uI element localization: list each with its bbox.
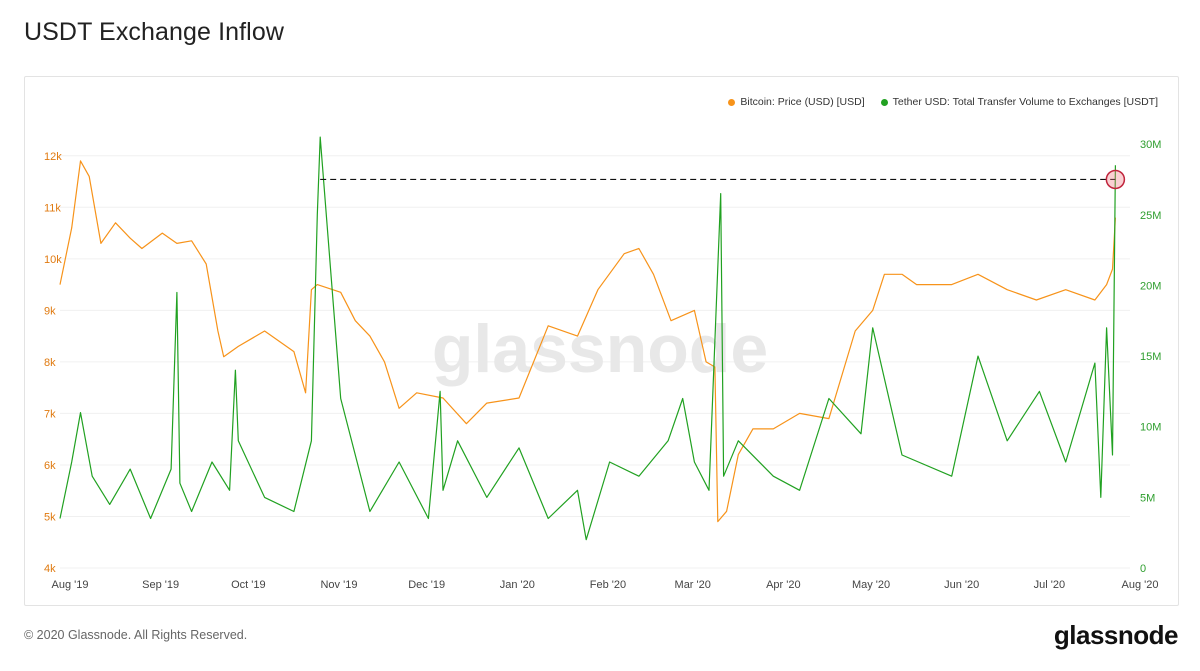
x-tick-label: Oct '19 xyxy=(231,579,266,591)
legend-item-usdt-volume[interactable]: Tether USD: Total Transfer Volume to Exc… xyxy=(880,96,1158,108)
y-left-tick-label: 11k xyxy=(44,202,61,214)
x-tick-label: Apr '20 xyxy=(766,579,801,591)
y-axis-right: 0 5M 10M 15M 20M 25M 30M xyxy=(1140,139,1161,575)
highlight-circle-marker xyxy=(1105,169,1126,190)
x-tick-label: May '20 xyxy=(852,579,890,591)
x-tick-label: Feb '20 xyxy=(590,579,626,591)
series-line-usdt-volume xyxy=(59,136,1116,541)
x-tick-label: Jan '20 xyxy=(500,579,535,591)
y-left-tick-label: 8k xyxy=(44,357,56,369)
chart-legend[interactable]: Bitcoin: Price (USD) [USD] Tether USD: T… xyxy=(728,96,1158,108)
y-right-tick-label: 15M xyxy=(1140,351,1161,363)
copyright-text: © 2020 Glassnode. All Rights Reserved. xyxy=(24,628,248,642)
y-left-tick-label: 6k xyxy=(44,460,56,472)
series-line-btc-price xyxy=(59,160,1116,523)
annotation-group xyxy=(320,169,1126,190)
x-axis: Aug '19 Sep '19 Oct '19 Nov '19 Dec '19 Jan '… xyxy=(52,579,1159,591)
y-left-tick-label: 5k xyxy=(44,511,56,523)
y-right-tick-label: 0 xyxy=(1140,563,1146,575)
glassnode-logo[interactable]: glassnode xyxy=(1053,620,1179,650)
y-axis-left: 4k 5k 6k 7k 8k 9k 10k 11k 12k xyxy=(44,151,62,575)
chart-panel xyxy=(24,76,1179,606)
x-tick-label: Jun '20 xyxy=(944,579,979,591)
y-right-tick-label: 5M xyxy=(1140,492,1155,504)
x-tick-label: Jul '20 xyxy=(1034,579,1065,591)
x-tick-label: Aug '19 xyxy=(52,579,89,591)
page-title: USDT Exchange Inflow xyxy=(24,18,284,46)
x-tick-label: Sep '19 xyxy=(142,579,179,591)
y-right-tick-label: 10M xyxy=(1140,422,1161,434)
y-right-tick-label: 20M xyxy=(1140,280,1161,292)
y-left-tick-label: 4k xyxy=(44,563,56,575)
legend-dot-icon xyxy=(880,98,888,106)
y-right-tick-label: 25M xyxy=(1140,210,1161,222)
y-left-tick-label: 7k xyxy=(44,408,56,420)
x-tick-label: Dec '19 xyxy=(408,579,445,591)
y-left-tick-label: 9k xyxy=(44,305,56,317)
legend-dot-icon xyxy=(728,98,736,106)
series-group xyxy=(59,136,1116,541)
y-left-tick-label: 10k xyxy=(44,254,62,266)
y-left-tick-label: 12k xyxy=(44,151,62,163)
legend-item-btc-price[interactable]: Bitcoin: Price (USD) [USD] xyxy=(728,96,865,108)
x-tick-label: Mar '20 xyxy=(675,579,711,591)
legend-label-usdt-volume: Tether USD: Total Transfer Volume to Exc… xyxy=(892,96,1158,108)
legend-label-btc-price: Bitcoin: Price (USD) [USD] xyxy=(740,96,865,108)
y-right-tick-label: 30M xyxy=(1140,139,1161,151)
grid-lines xyxy=(60,155,1130,569)
watermark-text: glassnode xyxy=(432,311,768,387)
x-tick-label: Aug '20 xyxy=(1122,579,1159,591)
x-tick-label: Nov '19 xyxy=(320,579,357,591)
